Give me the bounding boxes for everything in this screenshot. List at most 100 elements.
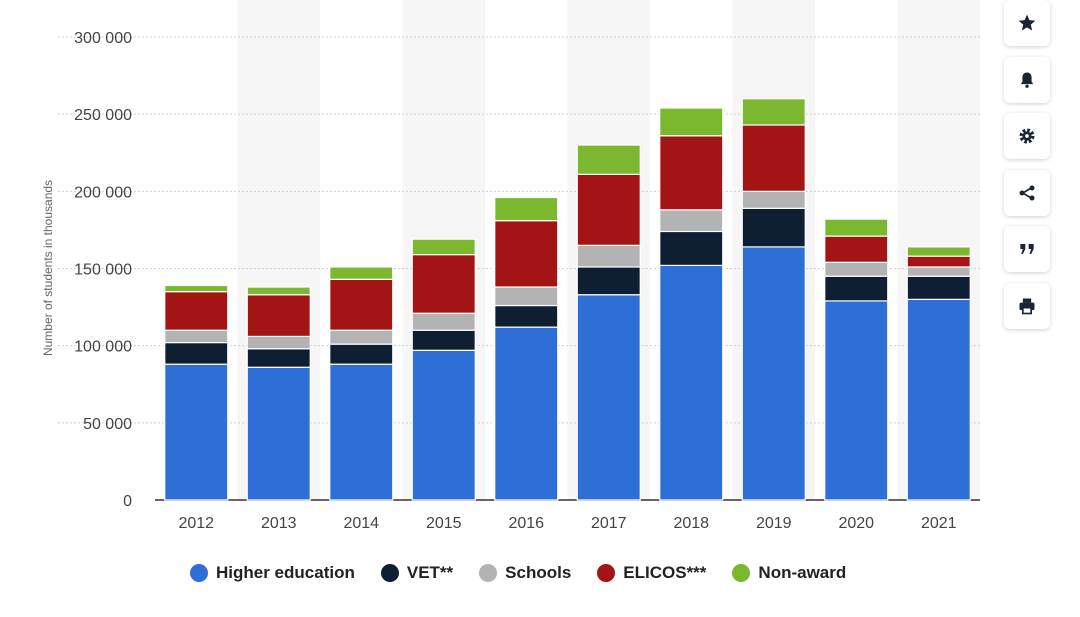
legend-item[interactable]: Non-award bbox=[732, 563, 846, 583]
favorite-button[interactable] bbox=[1004, 0, 1050, 46]
bar-segment[interactable] bbox=[246, 286, 311, 296]
bar-segment[interactable] bbox=[824, 275, 889, 302]
bar-segment[interactable] bbox=[246, 335, 311, 350]
legend-item[interactable]: VET** bbox=[380, 563, 454, 583]
bar-segment[interactable] bbox=[741, 124, 806, 192]
x-tick-labels: 2012 2013 2014 2015 2016 2017 2018 2019 2020 2021 bbox=[178, 515, 956, 532]
bar-segment[interactable] bbox=[906, 298, 971, 501]
y-tick-label: 200 000 bbox=[74, 184, 132, 201]
bar-segment[interactable] bbox=[906, 246, 971, 257]
bar-segment[interactable] bbox=[741, 98, 806, 126]
x-tick-label: 2019 bbox=[756, 515, 792, 532]
bar-segment[interactable] bbox=[824, 218, 889, 237]
bar-segment[interactable] bbox=[494, 196, 559, 222]
bar-segment[interactable] bbox=[411, 238, 476, 256]
legend-swatch bbox=[190, 564, 208, 582]
bar-segment[interactable] bbox=[246, 366, 311, 501]
bar-segment[interactable] bbox=[329, 329, 394, 345]
bar-segment[interactable] bbox=[576, 266, 641, 296]
legend-item[interactable]: ELICOS*** bbox=[597, 563, 706, 583]
bar-segment[interactable] bbox=[494, 304, 559, 328]
legend-label: Higher education bbox=[216, 563, 355, 582]
y-tick-label: 50 000 bbox=[83, 416, 132, 433]
bar-segment[interactable] bbox=[659, 230, 724, 267]
y-axis-title: Number of students in thousands bbox=[41, 180, 55, 356]
bar-segment[interactable] bbox=[494, 220, 559, 288]
bar-segment[interactable] bbox=[824, 235, 889, 263]
bar-segment[interactable] bbox=[824, 261, 889, 277]
x-tick-label: 2018 bbox=[673, 515, 709, 532]
legend-label: VET** bbox=[406, 563, 454, 582]
bar-segment[interactable] bbox=[411, 329, 476, 351]
settings-button[interactable] bbox=[1004, 113, 1050, 159]
x-tick-label: 2015 bbox=[426, 515, 462, 532]
y-tick-labels: 0 50 000 100 000 150 000 200 000 250 000 300 0… bbox=[74, 30, 132, 510]
bar-segment[interactable] bbox=[329, 343, 394, 365]
x-tick-label: 2014 bbox=[343, 515, 379, 532]
bar-segment[interactable] bbox=[659, 264, 724, 501]
bar-segment[interactable] bbox=[824, 300, 889, 501]
bar-segment[interactable] bbox=[659, 135, 724, 211]
x-tick-label: 2016 bbox=[508, 515, 544, 532]
legend-swatch bbox=[732, 564, 751, 582]
quote-icon bbox=[1020, 244, 1034, 254]
bar-segment[interactable] bbox=[659, 107, 724, 137]
bar-segment[interactable] bbox=[329, 266, 394, 280]
legend-item[interactable]: Schools bbox=[479, 563, 571, 583]
x-tick-label: 2020 bbox=[838, 515, 874, 532]
share-icon bbox=[1019, 185, 1035, 201]
bar-segment[interactable] bbox=[246, 348, 311, 368]
star-icon bbox=[1018, 14, 1036, 31]
legend-swatch bbox=[479, 564, 498, 582]
bar-segment[interactable] bbox=[576, 144, 641, 175]
legend-label: Schools bbox=[505, 563, 572, 582]
legend-label: ELICOS*** bbox=[623, 563, 707, 582]
bar-segment[interactable] bbox=[164, 291, 229, 331]
share-button[interactable] bbox=[1004, 170, 1050, 216]
x-tick-label: 2013 bbox=[261, 515, 297, 532]
bar-segment[interactable] bbox=[576, 294, 641, 501]
bar-segment[interactable] bbox=[411, 312, 476, 331]
y-tick-label: 100 000 bbox=[74, 339, 132, 356]
bar-segment[interactable] bbox=[329, 278, 394, 331]
y-tick-label: 150 000 bbox=[74, 262, 132, 279]
printer-icon bbox=[1019, 298, 1035, 315]
bar-segment[interactable] bbox=[164, 363, 229, 501]
x-tick-label: 2012 bbox=[178, 515, 214, 532]
bar-segment[interactable] bbox=[741, 190, 806, 209]
legend-item[interactable]: Higher education bbox=[190, 563, 355, 583]
bar-segment[interactable] bbox=[494, 326, 559, 501]
print-button[interactable] bbox=[1004, 283, 1050, 329]
bar-segment[interactable] bbox=[576, 244, 641, 268]
bar-segment[interactable] bbox=[164, 284, 229, 293]
legend: Higher education VET** Schools ELICOS*** Non… bbox=[190, 563, 846, 583]
bar-segment[interactable] bbox=[741, 246, 806, 501]
legend-swatch bbox=[597, 564, 616, 582]
bell-icon bbox=[1020, 72, 1034, 88]
bar-segment[interactable] bbox=[741, 207, 806, 248]
bar-segment[interactable] bbox=[494, 286, 559, 307]
gear-icon bbox=[1019, 128, 1035, 144]
bar-segment[interactable] bbox=[906, 266, 971, 277]
bar-segment[interactable] bbox=[411, 349, 476, 501]
legend-swatch bbox=[380, 564, 399, 582]
bar-segment[interactable] bbox=[164, 329, 229, 344]
x-tick-label: 2021 bbox=[921, 515, 957, 532]
bar-segment[interactable] bbox=[329, 363, 394, 501]
bar-segment[interactable] bbox=[906, 275, 971, 300]
bar-segment[interactable] bbox=[906, 255, 971, 268]
bars bbox=[164, 98, 971, 501]
y-tick-label: 250 000 bbox=[74, 107, 132, 124]
legend-label: Non-award bbox=[758, 563, 847, 582]
bar-segment[interactable] bbox=[411, 254, 476, 314]
cite-button[interactable] bbox=[1004, 226, 1050, 272]
bar-segment[interactable] bbox=[164, 341, 229, 365]
y-tick-label: 0 bbox=[123, 493, 132, 510]
bar-segment[interactable] bbox=[576, 173, 641, 246]
notification-button[interactable] bbox=[1004, 57, 1050, 103]
stacked-bar-chart: 0 50 000 100 000 150 000 200 000 250 000 300 0… bbox=[41, 30, 980, 532]
x-tick-label: 2017 bbox=[591, 515, 627, 532]
bar-segment[interactable] bbox=[246, 294, 311, 338]
bar-segment[interactable] bbox=[659, 209, 724, 233]
y-tick-label: 300 000 bbox=[74, 30, 132, 47]
